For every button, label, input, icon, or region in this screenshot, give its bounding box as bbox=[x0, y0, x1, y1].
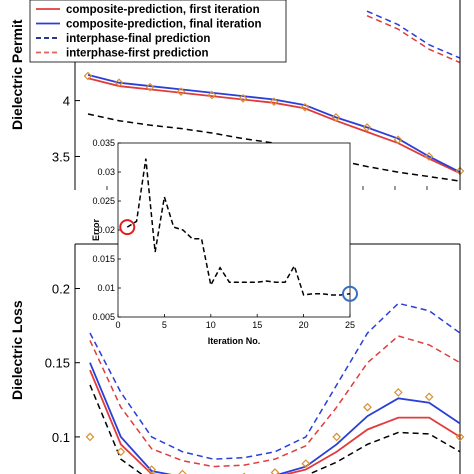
legend-items: composite-prediction, first iteration com… bbox=[36, 4, 262, 60]
panel1-ytick-label-1: 0.15 bbox=[45, 356, 70, 371]
panel1-series-0 bbox=[89, 369, 461, 474]
legend-label-3: interphase-first prediction bbox=[66, 48, 209, 60]
inset-xtick-label-3: 15 bbox=[252, 320, 262, 330]
panel0-series-4 bbox=[366, 14, 461, 64]
panel0-marker-6 bbox=[269, 97, 279, 107]
panel0-marker-8 bbox=[331, 113, 341, 122]
panel1-series-3 bbox=[89, 302, 461, 460]
inset-y-axis-label: Error bbox=[91, 219, 101, 242]
inset-ytick-label-5: 0.03 bbox=[97, 167, 115, 177]
inset-ytick-label-3: 0.02 bbox=[97, 225, 115, 235]
panel0-marker-2 bbox=[145, 82, 155, 92]
panel0-series-3 bbox=[366, 10, 461, 59]
panel1-marker-1 bbox=[116, 447, 126, 457]
panel1-series-2 bbox=[89, 384, 461, 474]
legend: composite-prediction, first iteration com… bbox=[29, 0, 287, 63]
inset-xtick-label-5: 25 bbox=[345, 320, 355, 330]
panel1-marker-10 bbox=[393, 388, 403, 397]
inset-plot-line bbox=[119, 158, 358, 302]
legend-label-1: composite-prediction, final iteration bbox=[66, 19, 262, 31]
inset-xtick-label-2: 10 bbox=[206, 320, 216, 330]
top-y-axis-label: Dielectric Permit bbox=[9, 19, 25, 130]
inset-error-line bbox=[126, 158, 351, 296]
inset-ytick-label-4: 0.025 bbox=[92, 196, 115, 206]
inset-xtick-label-1: 5 bbox=[162, 320, 167, 330]
panel1-marker-11 bbox=[424, 392, 434, 402]
panel0-ytick-label-0: 3.5 bbox=[52, 149, 70, 164]
legend-label-0: composite-prediction, first iteration bbox=[66, 4, 260, 16]
inset-ytick-label-6: 0.035 bbox=[92, 138, 115, 148]
inset-xtick-label-4: 20 bbox=[299, 320, 309, 330]
panel1-ytick-label-0: 0.1 bbox=[52, 430, 70, 445]
inset-highlight-circle-1 bbox=[342, 285, 358, 302]
inset-ytick-label-1: 0.01 bbox=[97, 283, 115, 293]
panel1-marker-12 bbox=[455, 432, 465, 442]
panel0-marker-4 bbox=[207, 90, 217, 100]
inset-ticks: 0 5 10 15 20 25 0.005 0.01 0.015 0.02 0.025 0.03 0.0… bbox=[92, 138, 355, 330]
inset-ytick-label-2: 0.015 bbox=[92, 254, 115, 264]
panel1-marker-2 bbox=[147, 465, 157, 474]
inset-xtick-label-0: 0 bbox=[115, 320, 120, 330]
panel0-marker-3 bbox=[176, 87, 186, 96]
panel1-series-1 bbox=[89, 362, 461, 474]
panel1-marker-3 bbox=[178, 469, 187, 474]
panel1-marker-9 bbox=[363, 402, 372, 412]
panel0-marker-1 bbox=[114, 78, 124, 88]
inset-x-axis-label: Iteration No. bbox=[208, 336, 261, 346]
panel1-marker-8 bbox=[332, 432, 342, 442]
panel0-marker-5 bbox=[238, 94, 248, 103]
top-panel: 3.544.5 Dielectric Permit bbox=[9, 0, 465, 190]
panel0-marker-7 bbox=[300, 102, 310, 112]
bottom-plot-lines bbox=[85, 302, 465, 474]
panel0-marker-9 bbox=[362, 123, 372, 132]
panel1-marker-6 bbox=[270, 468, 280, 474]
panel1-marker-0 bbox=[85, 432, 95, 442]
panel1-ytick-label-2: 0.2 bbox=[52, 282, 70, 297]
legend-label-2: interphase-final prediction bbox=[66, 33, 210, 45]
panel0-ytick-label-1: 4 bbox=[63, 94, 70, 109]
inset-frame bbox=[117, 142, 351, 318]
inset-ytick-label-0: 0.005 bbox=[92, 312, 115, 322]
panel0-marker-10 bbox=[393, 135, 403, 145]
panel1-marker-7 bbox=[301, 459, 311, 468]
panel0-marker-0 bbox=[83, 71, 93, 81]
panel0-series-2 bbox=[87, 113, 461, 182]
legend-box bbox=[29, 0, 287, 63]
panel0-series-1 bbox=[87, 74, 461, 173]
inset-highlight-circle-0 bbox=[119, 219, 136, 236]
panel0-marker-11 bbox=[424, 152, 434, 161]
inset-chart: 0 5 10 15 20 25 0.005 0.01 0.015 0.02 0.025 0.03 0.0… bbox=[91, 138, 358, 346]
panel1-series-4 bbox=[89, 335, 461, 468]
bottom-y-ticks: 0.1 0.15 0.2 bbox=[45, 282, 80, 445]
bottom-y-axis-label: Dielectric Loss bbox=[9, 300, 25, 400]
